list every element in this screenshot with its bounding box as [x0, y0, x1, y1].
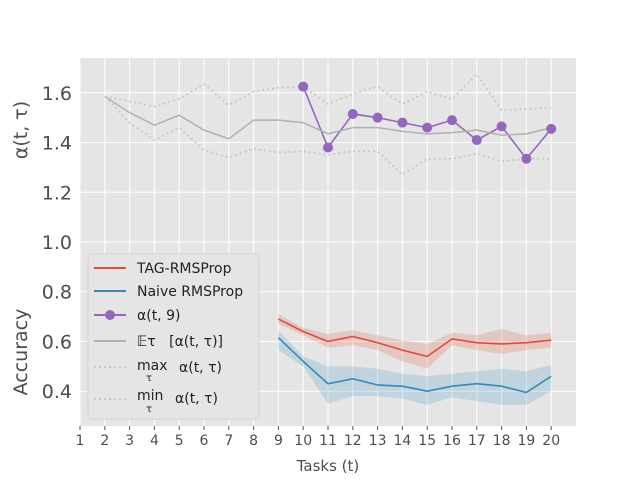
line-tag: [278, 318, 552, 358]
legend-marker-alpha9: [105, 310, 115, 320]
legend-label-max-op: max: [137, 358, 168, 374]
point-alpha9-t10: [298, 81, 309, 92]
x-tick-label-5: 5: [175, 433, 184, 449]
legend-box: [87, 253, 260, 420]
point-alpha9-t13: [372, 112, 383, 123]
x-tick-label-9: 9: [274, 433, 283, 449]
point-alpha9-t19: [521, 153, 532, 164]
x-tick-label-12: 12: [344, 433, 362, 449]
y-tick-label-0.8: 0.8: [42, 282, 72, 304]
legend-label-max-body: α(t, τ): [179, 360, 222, 376]
legend-expectation-prefix: 𝔼τ: [137, 334, 156, 350]
x-tick-label-16: 16: [443, 433, 461, 449]
legend-label-alpha9: α(t, 9): [137, 308, 180, 324]
x-tick-label-19: 19: [517, 433, 535, 449]
legend-label-min-body: α(t, τ): [175, 391, 218, 407]
line-naive: [277, 337, 552, 394]
x-tick-label-17: 17: [468, 433, 486, 449]
y-tick-labels: 0.4 0.6 0.8 1.0 1.2 1.4 1.6: [42, 83, 72, 403]
y-tick-label-1.0: 1.0: [42, 232, 72, 254]
legend-label-min-sub: τ: [146, 404, 152, 415]
point-alpha9-t16: [447, 115, 457, 126]
band-tag: [278, 314, 552, 369]
x-tick-label-18: 18: [493, 433, 511, 449]
x-tick-label-4: 4: [150, 433, 159, 449]
x-tick-label-6: 6: [200, 433, 209, 449]
x-tick-label-20: 20: [542, 433, 560, 449]
x-tick-label-14: 14: [393, 433, 411, 449]
x-tick-label-7: 7: [224, 433, 233, 449]
point-alpha9-t15: [422, 122, 433, 133]
legend-label-tag: TAG-RMSProp: [136, 261, 232, 277]
legend-label-min-op: min: [137, 388, 163, 404]
x-axis-title: Tasks (t): [296, 457, 360, 475]
legend: TAG-RMSProp Naive RMSProp α(t, 9) 𝔼τ [α(…: [87, 253, 260, 420]
x-tick-labels: 1 2 3 4 5 6 7 8 9 10 11 12 13 14 15 16 17 18 19 20: [76, 426, 560, 449]
y-axis-title-upper: α(t, τ): [10, 101, 32, 159]
y-axis-title-lower: Accuracy: [10, 309, 32, 396]
point-alpha9-t12: [347, 108, 358, 119]
series-markers: [298, 81, 557, 164]
y-tick-label-1.4: 1.4: [42, 133, 72, 155]
line-expectation: [104, 95, 552, 140]
series-lines: [104, 73, 552, 394]
point-alpha9-t20: [546, 123, 557, 134]
confidence-bands: [278, 314, 552, 405]
point-alpha9-t18: [496, 121, 507, 132]
point-alpha9-t17: [471, 135, 482, 146]
legend-label-naive: Naive RMSProp: [137, 284, 243, 300]
x-tick-label-3: 3: [125, 433, 134, 449]
x-tick-label-11: 11: [319, 433, 337, 449]
y-tick-label-1.2: 1.2: [42, 182, 72, 204]
point-alpha9-t11: [323, 142, 333, 153]
legend-label-max-sub: τ: [146, 373, 152, 384]
x-tick-label-2: 2: [100, 433, 109, 449]
line-max: [104, 73, 552, 112]
x-tick-label-8: 8: [249, 433, 258, 449]
x-tick-label-10: 10: [294, 433, 312, 449]
y-tick-label-0.6: 0.6: [42, 331, 72, 353]
legend-label-expectation: 𝔼τ [α(t, τ)]: [137, 334, 223, 350]
point-alpha9-t14: [397, 117, 408, 128]
x-tick-label-15: 15: [418, 433, 436, 449]
x-tick-label-1: 1: [76, 433, 85, 449]
legend-expectation-body: [α(t, τ)]: [169, 334, 223, 350]
x-tick-label-13: 13: [369, 433, 387, 449]
y-tick-label-0.4: 0.4: [42, 381, 72, 403]
band-naive: [278, 330, 552, 405]
y-tick-label-1.6: 1.6: [42, 83, 72, 105]
